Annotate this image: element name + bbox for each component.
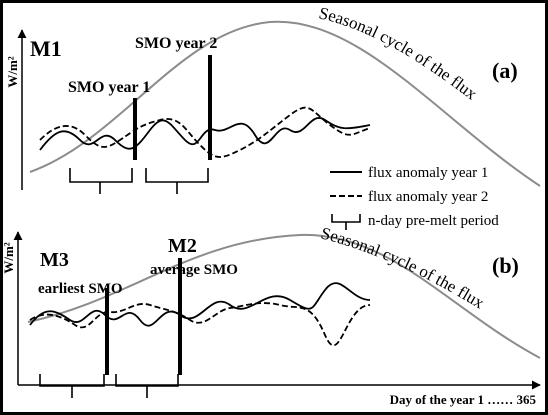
legend-label: flux anomaly year 2 [368,189,488,205]
y-axis-label: W/m² [5,56,20,87]
pre-melt-brace [115,374,179,398]
x-axis-label: Day of the year 1 …… 365 [390,392,537,407]
legend-swatch [331,214,361,230]
y-axis-label: W/m² [1,242,16,273]
marker-label: SMO year 2 [135,35,217,52]
pre-melt-brace [145,168,209,194]
model-label: M2 [168,235,197,257]
marker-label: SMO year 1 [68,79,150,96]
seasonal-cycle [27,233,541,359]
anomaly-year-1 [39,117,371,151]
legend-label: n-day pre-melt period [368,213,499,229]
marker-label: average SMO [150,262,238,278]
model-label: M1 [30,36,62,61]
pre-melt-brace [39,374,105,398]
seasonal-cycle [29,20,541,187]
panel-label: (a) [492,58,518,83]
marker-label: earliest SMO [38,281,123,297]
panel-label: (b) [492,253,519,278]
legend-label: flux anomaly year 1 [368,165,488,181]
model-label: M3 [40,249,69,271]
pre-melt-brace [69,168,133,194]
anomaly-year-2 [39,106,371,158]
anomaly-year-2 [29,302,371,346]
